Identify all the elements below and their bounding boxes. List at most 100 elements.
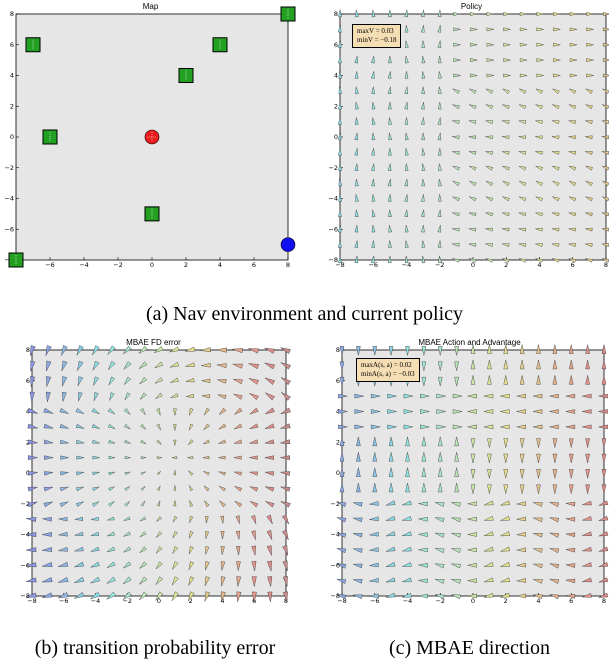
mbae-ytick-label: 8 <box>336 346 340 354</box>
mbae-arrow <box>352 533 363 538</box>
mbae-arrow <box>568 438 574 448</box>
fd-error-arrow <box>109 392 115 401</box>
policy-arrow <box>354 240 358 248</box>
policy-arrow <box>603 27 609 32</box>
fd-error-arrow <box>235 515 240 524</box>
policy-arrow <box>404 194 408 202</box>
policy-arrow <box>404 255 409 264</box>
policy-arrow <box>485 258 494 263</box>
map-xtick-label: 4 <box>218 261 222 269</box>
fd-error-arrow <box>249 486 259 492</box>
policy-arrow <box>568 243 577 247</box>
mbae-arrow <box>598 561 609 568</box>
mbae-arrow <box>565 563 576 568</box>
fd-error-xtick-label: −6 <box>59 597 69 605</box>
policy-arrow <box>421 225 425 233</box>
policy-arrow <box>338 163 343 171</box>
policy-arrow <box>371 255 375 264</box>
mbae-arrow <box>420 393 430 399</box>
mbae-arrow <box>338 393 348 399</box>
mbae-arrow <box>601 359 607 370</box>
fd-error-arrow <box>42 592 53 598</box>
map-ytick-label: 4 <box>10 72 14 80</box>
fd-error-arrow <box>216 347 227 353</box>
fd-error-arrow <box>59 423 69 429</box>
policy-arrow <box>452 227 460 232</box>
mbae-arrow <box>421 467 427 477</box>
policy-arrow <box>568 180 577 187</box>
policy-arrow <box>585 120 593 125</box>
mbae-arrow <box>598 393 608 399</box>
fd-error-arrow <box>155 561 163 570</box>
policy-arrow <box>421 71 426 79</box>
fd-error-arrow <box>282 545 289 556</box>
fd-error-arrow <box>42 547 53 552</box>
policy-arrow <box>569 42 577 47</box>
map-title: Map <box>142 2 159 11</box>
mbae-arrow <box>516 516 527 522</box>
mbae-arrow <box>565 393 576 399</box>
mbae-arrow <box>601 344 607 354</box>
policy-arrow <box>585 196 593 202</box>
mbae-arrow <box>421 376 427 387</box>
policy-arrow <box>519 42 528 47</box>
mbae-arrow <box>533 517 543 523</box>
policy-arrow <box>485 227 493 232</box>
policy-arrow <box>404 9 408 18</box>
fd-error-arrow <box>76 439 85 444</box>
fd-error-arrow <box>217 379 227 384</box>
policy-arrow <box>585 180 593 187</box>
policy-arrow <box>452 135 460 140</box>
fd-error-arrow <box>187 456 194 460</box>
fd-error-arrow <box>27 471 38 476</box>
mbae-arrow <box>568 359 574 370</box>
mbae-arrow <box>467 593 477 599</box>
mbae-arrow <box>533 502 543 507</box>
policy-arrow <box>371 55 375 64</box>
fd-error-arrow <box>156 531 163 538</box>
mbae-arrow <box>369 531 379 537</box>
policy-arrow <box>420 209 425 218</box>
policy-arrow <box>551 120 560 125</box>
mbae-arrow <box>356 467 361 477</box>
policy-arrow <box>337 117 342 125</box>
mbae-arrow <box>336 517 347 523</box>
fd-error-arrow <box>265 486 275 492</box>
policy-arrow <box>486 73 494 78</box>
policy-arrow <box>569 58 577 62</box>
policy-arrow <box>404 117 409 125</box>
policy-arrow <box>404 25 409 33</box>
mbae-arrow <box>500 592 511 598</box>
fd-error-arrow <box>42 517 52 522</box>
policy-arrow <box>355 102 359 110</box>
policy-arrow <box>586 42 594 47</box>
policy-arrow <box>404 86 408 95</box>
fd-error-arrow <box>124 501 130 507</box>
map-ytick-label: 2 <box>10 102 14 110</box>
fd-error-arrow <box>250 515 257 525</box>
fd-error-arrow <box>75 423 85 429</box>
fd-error-arrow <box>264 377 276 385</box>
policy-arrow <box>404 225 409 233</box>
policy-arrow <box>553 12 561 16</box>
policy-arrow <box>568 135 576 140</box>
fd-error-arrow <box>46 360 52 372</box>
mbae-arrow <box>437 346 443 356</box>
policy-arrow <box>585 88 593 94</box>
mbae-arrow <box>549 409 559 414</box>
policy-arrow <box>468 212 477 217</box>
policy-ytick-label: 2 <box>334 102 338 110</box>
fd-error-arrow <box>234 486 243 492</box>
fd-error-arrow <box>203 407 210 416</box>
mbae-arrow <box>536 438 541 448</box>
policy-arrow <box>421 148 426 156</box>
fd-error-arrow <box>189 485 194 492</box>
fd-error-arrow <box>264 439 275 444</box>
mbae-arrow <box>500 577 511 583</box>
fd-error-arrow <box>217 394 227 400</box>
mbae-arrow <box>500 500 511 506</box>
fd-error-arrow <box>42 532 52 537</box>
fd-error-ytick-label: −8 <box>20 592 30 600</box>
policy-arrow <box>502 88 510 94</box>
